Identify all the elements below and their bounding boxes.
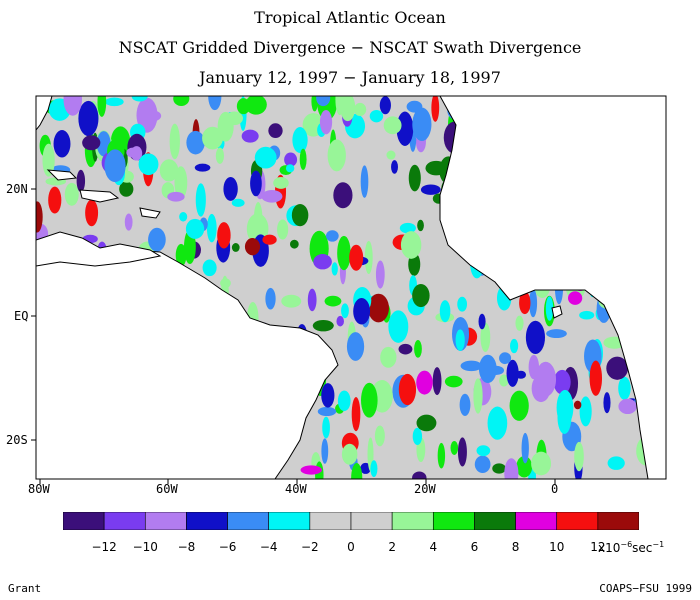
x-tick-label: 0 — [551, 482, 559, 496]
y-tick-label: 20S — [6, 433, 28, 447]
colorbar-label: −2 — [300, 540, 319, 554]
colorbar-label: −8 — [177, 540, 196, 554]
colorbar-label: −12 — [91, 540, 117, 554]
colorbar-label: −4 — [259, 540, 278, 554]
colorbar-swatch — [103, 512, 146, 530]
colorbar-swatch — [432, 512, 475, 530]
island-east-atlantic — [551, 305, 563, 319]
colorbar-swatch — [391, 512, 434, 530]
colorbar — [63, 512, 639, 530]
africa-land — [439, 96, 666, 479]
colorbar-swatch — [350, 512, 393, 530]
colorbar-label: −10 — [132, 540, 158, 554]
colorbar-swatch — [186, 512, 228, 530]
x-tick-label: 80W — [28, 482, 50, 496]
y-tick-label: EQ — [14, 309, 29, 323]
colorbar-swatch — [63, 512, 105, 530]
x-tick-label: 60W — [156, 482, 178, 496]
units-suffix: sec — [632, 541, 653, 555]
units-prefix: x10 — [598, 541, 621, 555]
colorbar-swatch — [144, 512, 187, 530]
colorbar-label: 0 — [347, 540, 355, 554]
units-exponent: −6 — [620, 540, 633, 549]
colorbar-swatch — [556, 512, 599, 530]
author-credit: Grant — [8, 582, 42, 595]
colorbar-labels: −12 −10 −8 −6 −4 −2 0 2 4 6 8 10 12 — [0, 540, 700, 560]
colorbar-swatch — [474, 512, 516, 530]
colorbar-label: −6 — [218, 540, 237, 554]
units-exponent-2: −1 — [652, 540, 665, 549]
colorbar-label: 6 — [470, 540, 479, 554]
x-tick-label: 20W — [414, 482, 436, 496]
title-line-1: Tropical Atlantic Ocean — [254, 8, 446, 27]
map-frame — [35, 95, 667, 480]
title-line-3: January 12, 1997 − January 18, 1997 — [199, 68, 501, 87]
colorbar-label: 12 — [590, 540, 606, 554]
colorbar-label: 2 — [388, 540, 396, 554]
institution-credit: COAPS−FSU 1999 — [599, 582, 692, 595]
colorbar-swatch — [515, 512, 558, 530]
title-line-2: NSCAT Gridded Divergence − NSCAT Swath D… — [118, 38, 582, 57]
colorbar-units: x10−6sec−1 — [598, 540, 664, 555]
colorbar-swatch — [227, 512, 270, 530]
colorbar-label: 8 — [511, 540, 520, 554]
colorbar-swatch — [597, 512, 639, 530]
y-tick-label: 20N — [6, 182, 28, 196]
x-tick-label: 40W — [285, 482, 307, 496]
colorbar-label: 10 — [549, 540, 565, 554]
colorbar-swatch — [268, 512, 311, 530]
colorbar-label: 4 — [429, 540, 438, 554]
caribbean-islands — [46, 169, 161, 219]
central-america-land — [36, 96, 162, 267]
colorbar-swatch — [309, 512, 352, 530]
